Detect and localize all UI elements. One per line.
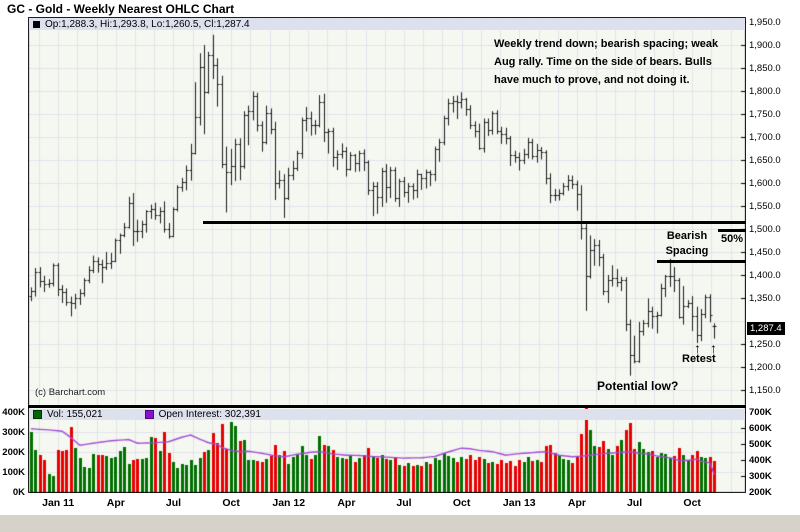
potential-low-label: Potential low? [597,379,679,393]
date-axis-label: Jan 12 [272,497,306,509]
ohlc-readout: Op:1,288.3, Hi:1,293.8, Lo:1,260.5, Cl:1… [45,18,250,30]
price-axis-label: 1,700.0 [749,131,781,143]
bearish-spacing-label: Bearish Spacing [658,229,716,259]
fifty-percent-level-line [718,229,746,232]
price-axis-label: 1,150.0 [749,384,781,396]
trend-comment-line: have much to prove, and not doing it. [494,74,690,86]
open-interest-axis-label: 700K [749,407,772,418]
date-axis-label: Apr [106,497,125,509]
price-axis-label: 1,450.0 [749,246,781,258]
open-interest-legend: Open Interest: 302,391 [141,409,261,420]
volume-legend-strip: Vol: 155,021 Open Interest: 302,391 [29,409,745,420]
price-axis-label: 1,600.0 [749,177,781,189]
price-axis-label: 1,950.0 [749,16,781,28]
volume-axis-label: 100K [2,467,25,478]
price-axis-label: 1,250.0 [749,338,781,350]
price-axis-label: 1,350.0 [749,292,781,304]
retest-up-arrow-icon: ↑ [694,340,701,356]
date-axis-label: Jul [626,497,643,509]
date-axis-label: Jan 11 [42,497,75,509]
trend-comment-line: Weekly trend down; bearish spacing; weak [494,38,719,50]
date-axis-label: Jul [165,497,182,509]
date-axis-label: Apr [337,497,356,509]
trend-comment-line: Aug rally. Time on the side of bears. Bu… [494,56,712,68]
price-axis-label: 1,800.0 [749,85,781,97]
retest-label: Retest [682,353,716,365]
volume-axis-label: 0K [12,487,25,498]
date-axis-label: Oct [683,497,701,509]
volume-legend-square-icon [33,410,42,419]
panel-separator [28,405,746,408]
price-axis-label: 1,900.0 [749,39,781,51]
volume-axis-label: 200K [2,447,25,458]
open-interest-axis-label: 200K [749,487,772,498]
open-interest-axis-label: 300K [749,471,772,482]
date-axis-label: Jan 13 [502,497,536,509]
bearish-label: Bearish [666,230,708,242]
price-axis-label: 1,750.0 [749,108,781,120]
bearish-spacing-line [657,260,746,263]
spacing-label: Spacing [665,245,709,257]
bottom-band [0,515,800,532]
open-interest-legend-label: Open Interest: 302,391 [158,409,261,420]
open-interest-axis-label: 600K [749,423,772,434]
support-line-1520 [203,221,746,224]
fifty-percent-label: 50% [720,233,744,245]
price-axis-label: 1,550.0 [749,200,781,212]
date-axis-label: Oct [222,497,240,509]
open-interest-axis-label: 400K [749,455,772,466]
last-price-badge: 1,287.4 [747,322,785,335]
retest-up-arrow-icon: ↑ [710,340,717,356]
volume-axis-label: 300K [2,427,25,438]
open-interest-axis-label: 500K [749,439,772,450]
volume-chart-canvas [28,408,746,493]
date-axis-label: Jul [396,497,412,509]
barchart-copyright: (c) Barchart.com [35,387,106,398]
date-axis-label: Apr [567,497,586,509]
ohlc-series-marker-icon [33,20,40,28]
volume-legend-label: Vol: 155,021 [47,409,103,420]
price-axis-label: 1,650.0 [749,154,781,166]
price-axis-label: 1,500.0 [749,223,781,235]
price-chart-canvas [28,17,746,406]
ohlc-readout-strip: Op:1,288.3, Hi:1,293.8, Lo:1,260.5, Cl:1… [29,18,745,30]
price-axis-label: 1,400.0 [749,269,781,281]
open-interest-legend-square-icon [144,410,154,419]
price-axis-label: 1,850.0 [749,62,781,74]
price-axis-label: 1,200.0 [749,361,781,373]
date-axis-label: Oct [452,497,471,509]
trend-comment: Weekly trend down; bearish spacing; weak… [494,35,748,89]
page-title: GC - Gold - Weekly Nearest OHLC Chart [7,2,235,16]
volume-axis-label: 400K [2,407,25,418]
